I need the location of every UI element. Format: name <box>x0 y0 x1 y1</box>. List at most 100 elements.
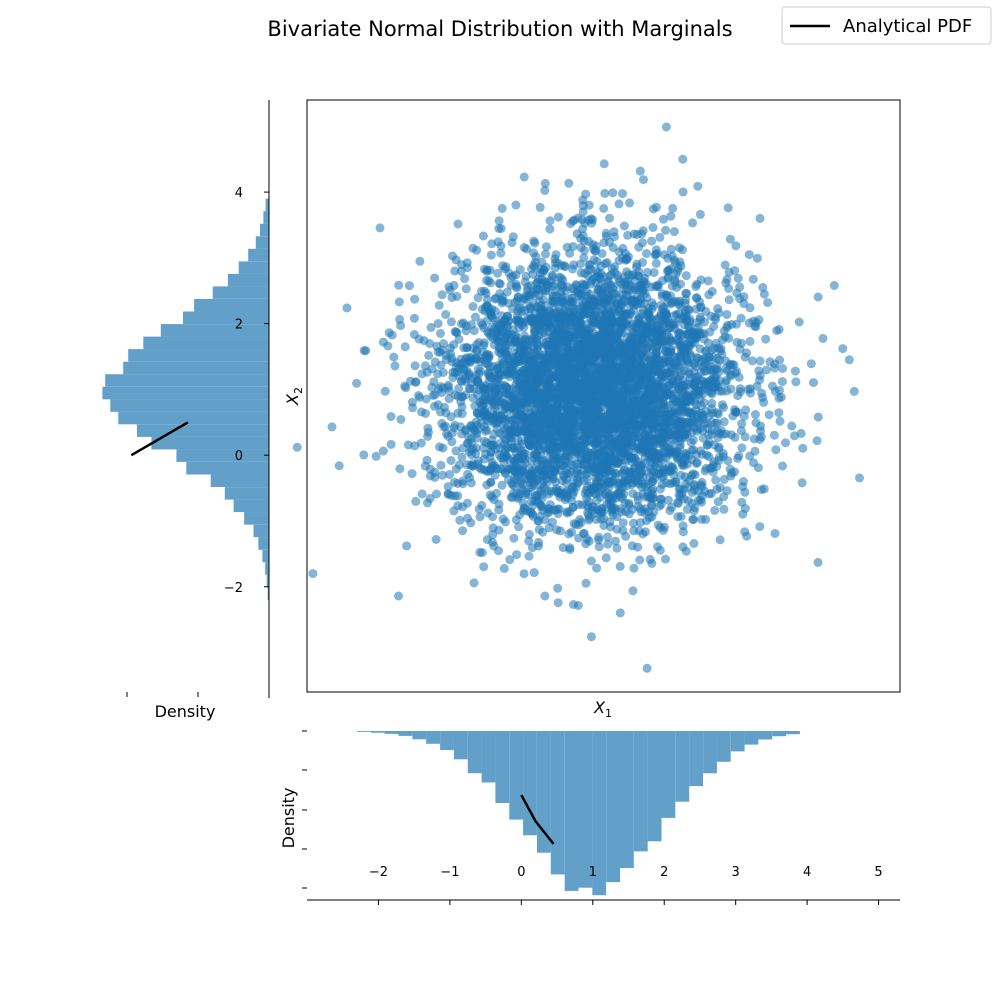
scatter-point <box>689 506 699 516</box>
scatter-point <box>594 381 604 391</box>
scatter-point <box>755 435 765 444</box>
scatter-point <box>624 270 634 280</box>
scatter-point <box>429 377 439 387</box>
scatter-point <box>543 377 553 387</box>
scatter-point <box>636 466 646 476</box>
scatter-point <box>681 271 691 281</box>
scatter-point <box>561 456 571 466</box>
scatter-point <box>568 264 578 274</box>
scatter-point <box>593 467 603 477</box>
scatter-point <box>639 298 649 308</box>
scatter-point <box>617 363 627 373</box>
joint-scatter-plot: X1 X2 <box>283 99 901 720</box>
scatter-point <box>677 402 687 412</box>
scatter-point <box>484 416 494 426</box>
scatter-point <box>565 543 575 553</box>
scatter-point <box>591 515 601 524</box>
scatter-point <box>524 551 534 561</box>
scatter-point <box>423 498 432 508</box>
scatter-point <box>581 578 591 588</box>
scatter-point <box>619 443 629 452</box>
scatter-point <box>462 258 472 268</box>
scatter-point <box>695 209 705 219</box>
scatter-point <box>632 259 642 269</box>
scatter-point <box>594 542 604 552</box>
scatter-point <box>619 221 629 231</box>
scatter-point <box>426 323 436 332</box>
scatter-point <box>535 322 545 332</box>
scatter-point <box>568 409 578 419</box>
scatter-point <box>724 284 734 293</box>
scatter-point <box>552 394 562 404</box>
scatter-point <box>615 561 625 571</box>
scatter-point <box>611 438 621 448</box>
scatter-point <box>747 356 757 366</box>
scatter-point <box>490 402 500 412</box>
scatter-point <box>751 418 761 428</box>
scatter-point <box>610 536 620 546</box>
scatter-point <box>554 272 564 282</box>
scatter-point <box>637 477 646 487</box>
scatter-point <box>639 436 649 446</box>
scatter-point <box>526 304 535 314</box>
scatter-point <box>607 469 617 479</box>
scatter-point <box>435 442 444 452</box>
scatter-point <box>567 366 577 376</box>
scatter-point <box>427 364 437 374</box>
scatter-point <box>542 459 552 469</box>
scatter-point <box>499 564 509 573</box>
scatter-point <box>563 282 572 292</box>
scatter-point <box>755 522 765 532</box>
scatter-point <box>525 441 535 451</box>
scatter-point <box>678 542 688 552</box>
scatter-point <box>482 352 492 362</box>
scatter-point <box>493 374 502 384</box>
scatter-point <box>561 430 571 440</box>
scatter-point <box>489 541 499 551</box>
scatter-point <box>663 495 673 505</box>
scatter-point <box>552 525 562 535</box>
scatter-point <box>629 283 639 293</box>
scatter-point <box>517 417 527 427</box>
scatter-point <box>638 421 648 431</box>
scatter-point <box>511 200 521 210</box>
scatter-point <box>740 352 750 362</box>
scatter-point <box>380 386 390 396</box>
scatter-point <box>709 322 719 331</box>
scatter-point <box>409 330 419 339</box>
scatter-point <box>523 340 533 350</box>
scatter-point <box>551 291 561 301</box>
scatter-point <box>536 264 546 274</box>
scatter-point <box>575 417 585 427</box>
scatter-point <box>512 550 522 560</box>
scatter-point <box>549 382 559 392</box>
scatter-point <box>402 541 412 551</box>
scatter-point <box>624 322 633 331</box>
scatter-point <box>762 365 771 375</box>
scatter-point <box>516 425 526 435</box>
scatter-point <box>629 518 638 528</box>
scatter-point <box>467 378 476 387</box>
scatter-point <box>806 359 816 369</box>
scatter-point <box>490 324 499 334</box>
scatter-point <box>681 450 691 459</box>
scatter-point <box>645 554 655 564</box>
scatter-point <box>522 380 532 390</box>
scatter-point <box>606 311 616 320</box>
scatter-point <box>553 421 563 431</box>
scatter-point <box>484 371 494 381</box>
scatter-point <box>529 568 539 578</box>
scatter-point <box>468 393 478 403</box>
scatter-point <box>657 472 667 482</box>
scatter-point <box>509 533 519 543</box>
scatter-point <box>712 365 722 375</box>
scatter-point <box>575 515 585 524</box>
scatter-point <box>501 469 510 478</box>
scatter-point <box>421 394 431 404</box>
scatter-point <box>676 279 685 289</box>
scatter-point <box>546 276 556 286</box>
scatter-point <box>575 326 585 336</box>
scatter-point <box>463 513 472 523</box>
scatter-point <box>644 313 654 322</box>
scatter-point <box>657 337 667 347</box>
